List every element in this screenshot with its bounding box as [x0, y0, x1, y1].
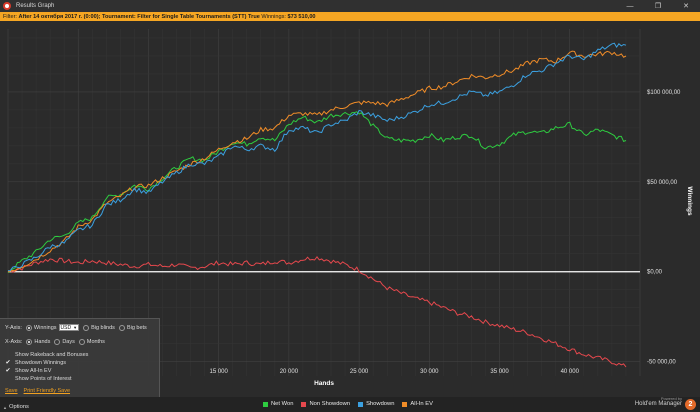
powered-by-text: Powered by [660, 396, 682, 401]
legend-swatch-allin-ev [402, 401, 408, 407]
x-tick-labels: 15 000 20 000 25 000 30 000 35 000 40 000 [209, 369, 579, 375]
minimize-button[interactable]: — [626, 2, 634, 10]
x-tick-label: 30 000 [420, 369, 439, 375]
points-row[interactable]: Show Points of Interest [5, 376, 72, 382]
legend-swatch-showdown [358, 401, 364, 407]
restore-button[interactable]: ❐ [654, 3, 662, 10]
months-label: Months [86, 339, 105, 345]
x-tick-label: 15 000 [209, 369, 228, 375]
print-friendly-save-link[interactable]: Print Friendly Save [23, 388, 71, 394]
filter-prefix: Filter: [3, 13, 17, 20]
save-links-row: Save Print Friendly Save [5, 388, 76, 394]
chart-legend: Net Won Non Showdown Showdown All-In EV [255, 401, 433, 407]
series-line-non-showdown [7, 255, 627, 368]
title-bar: Results Graph — ❐ ✕ [0, 0, 700, 12]
currency-select[interactable]: USD ▼ [58, 324, 80, 331]
x-axis-label: X-Axis: [5, 339, 23, 345]
series-line-showdown [8, 42, 627, 272]
filter-bar[interactable]: Filter: After 14 октября 2017 г. (0:00);… [0, 12, 700, 21]
series-line-all-in-ev [7, 50, 627, 273]
showdown-row[interactable]: ✔ Showdown Winnings [5, 360, 66, 366]
y-tick-label: $0,00 [647, 270, 663, 276]
legend-swatch-net-won [263, 401, 268, 407]
rakeback-checkbox[interactable] [5, 352, 11, 358]
legend-net-won[interactable]: Net Won [271, 401, 294, 407]
points-checkbox[interactable] [5, 376, 11, 382]
hm2-logo-icon: 2 [685, 399, 696, 410]
filter-winnings-value: $73 510,00 [287, 13, 316, 20]
currency-value: USD [60, 324, 72, 331]
showdown-label: Showdown Winnings [15, 360, 67, 366]
options-panel: Y-Axis: Winnings USD ▼ Big blinds Big bet… [0, 318, 160, 397]
series-line-net-won [7, 111, 627, 274]
winnings-radio[interactable] [25, 324, 32, 331]
filter-text: After 14 октября 2017 г. (0:00); Tournam… [18, 13, 260, 20]
bottom-bar [0, 397, 700, 412]
product-name: Hold'em Manager [634, 401, 682, 407]
x-axis-row: X-Axis: Hands Days Months [5, 339, 105, 345]
days-label: Days [62, 339, 75, 345]
y-tick-label: $100 000,00 [647, 90, 681, 96]
hands-radio[interactable] [26, 339, 33, 345]
allin-ev-checkbox[interactable]: ✔ [5, 368, 11, 374]
options-button[interactable]: ▲ Options [0, 402, 36, 412]
legend-non-showdown[interactable]: Non Showdown [309, 401, 351, 407]
y-tick-labels: -50 000,00 $0,00 $50 000,00 $100 000,00 [647, 90, 681, 366]
legend-allin-ev[interactable]: All-In EV [410, 401, 433, 407]
x-tick-label: 40 000 [561, 369, 580, 375]
window-title: Results Graph [16, 3, 55, 9]
allin-ev-row[interactable]: ✔ Show All-In EV [5, 368, 51, 374]
window-controls: — ❐ ✕ [616, 0, 700, 12]
days-radio[interactable] [54, 339, 61, 345]
x-tick-label: 35 000 [490, 369, 509, 375]
rakeback-label: Show Rakeback and Bonuses [15, 352, 89, 358]
big-bets-radio[interactable] [118, 324, 125, 331]
x-tick-label: 25 000 [350, 369, 369, 375]
big-blinds-radio[interactable] [83, 324, 90, 331]
series-lines [7, 42, 627, 368]
options-button-label: Options [8, 404, 29, 410]
allin-ev-label: Show All-In EV [15, 368, 52, 374]
y-tick-label: $50 000,00 [647, 180, 678, 186]
close-button[interactable]: ✕ [683, 3, 689, 10]
filter-winnings-label: Winnings: [261, 13, 286, 20]
powered-by-branding: Powered by Hold'em Manager 2 [624, 396, 696, 412]
months-radio[interactable] [78, 339, 85, 345]
y-axis-row: Y-Axis: Winnings USD ▼ Big blinds Big bet… [5, 324, 147, 331]
chevron-down-icon: ▼ [73, 325, 78, 330]
winnings-radio-label: Winnings [33, 324, 57, 331]
y-axis-label: Y-Axis: [5, 324, 22, 331]
rakeback-row[interactable]: Show Rakeback and Bonuses [5, 352, 88, 358]
save-link[interactable]: Save [5, 388, 18, 394]
showdown-checkbox[interactable]: ✔ [5, 360, 11, 366]
big-blinds-label: Big blinds [91, 324, 115, 331]
big-bets-label: Big bets [126, 324, 147, 331]
hands-radio-label: Hands [34, 339, 51, 345]
app-icon [3, 2, 11, 10]
legend-swatch-non-showdown [301, 401, 307, 407]
y-tick-label: -50 000,00 [647, 360, 676, 366]
y-axis-title: Winnings [686, 186, 693, 216]
legend-showdown[interactable]: Showdown [366, 401, 395, 407]
x-tick-label: 20 000 [280, 369, 299, 375]
x-axis-title: Hands [314, 380, 334, 387]
caret-up-icon: ▲ [3, 404, 7, 410]
points-label: Show Points of Interest [15, 376, 72, 382]
